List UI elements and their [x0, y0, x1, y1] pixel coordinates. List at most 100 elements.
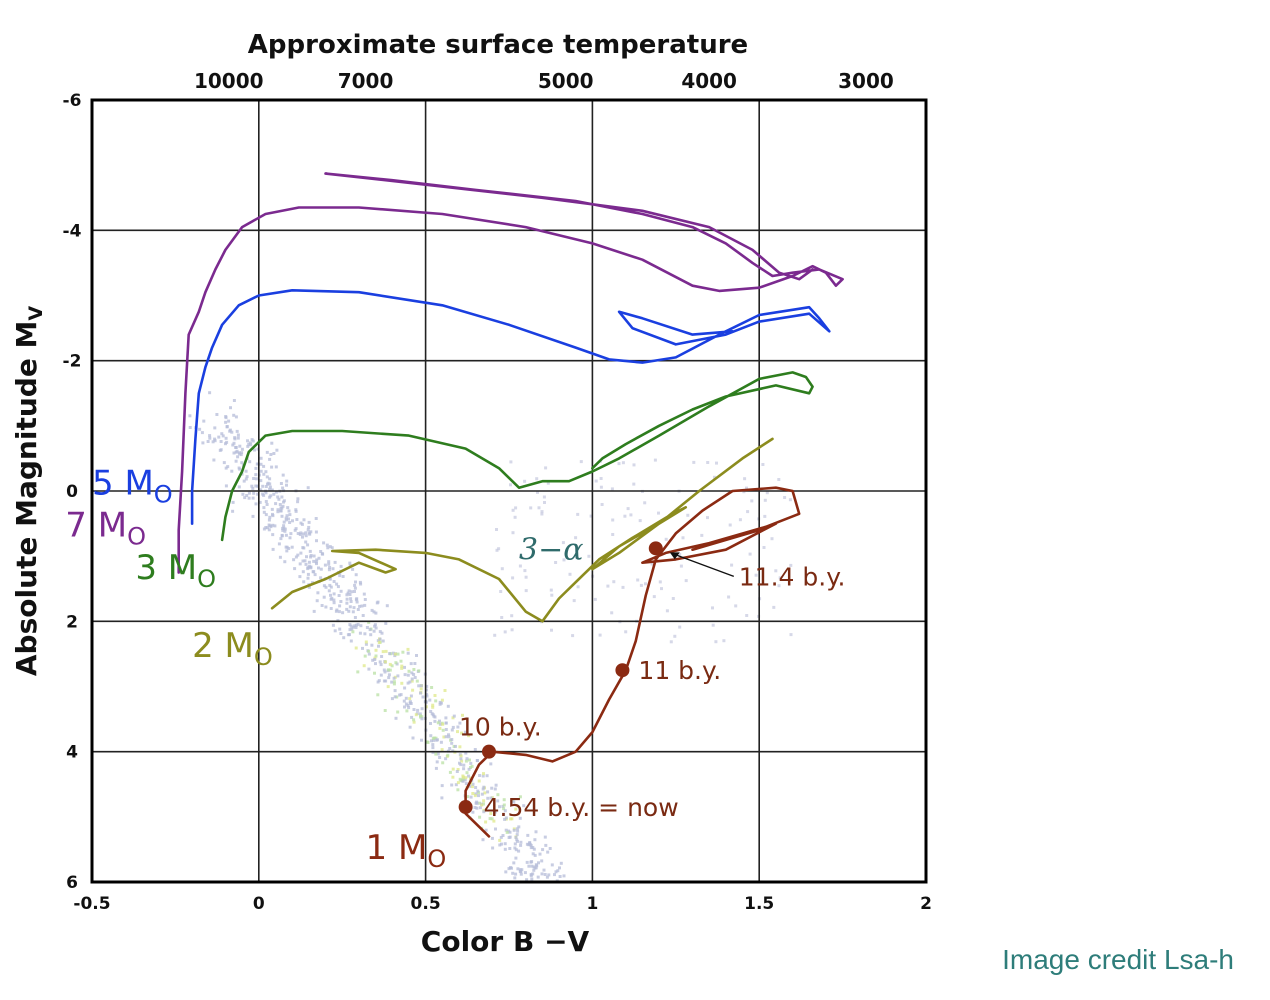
scatter-star — [542, 910, 545, 913]
scatter-star — [446, 753, 450, 757]
scatter-star — [446, 704, 450, 708]
scatter-star — [650, 562, 654, 566]
scatter-star — [450, 728, 454, 732]
mass-label: 7 MO — [65, 506, 146, 551]
scatter-star — [402, 699, 406, 703]
scatter-star — [441, 761, 445, 765]
scatter-star — [665, 609, 669, 613]
scatter-star — [285, 549, 289, 553]
scatter-star — [482, 802, 485, 806]
scatter-star — [513, 876, 517, 880]
scatter-star — [373, 658, 377, 661]
scatter-star — [451, 767, 455, 771]
scatter-star — [514, 807, 518, 811]
scatter-star — [331, 623, 335, 627]
scatter-star — [535, 864, 539, 868]
scatter-star — [523, 569, 527, 573]
scatter-star — [304, 540, 308, 544]
scatter-star — [327, 589, 331, 593]
scatter-star — [246, 444, 250, 448]
scatter-star — [363, 654, 367, 658]
scatter-star — [339, 564, 343, 568]
mass-labels: 7 MO5 MO3 MO2 MO1 MO — [65, 463, 446, 873]
scatter-star — [345, 597, 349, 601]
scatter-star — [470, 764, 474, 768]
scatter-star — [700, 533, 704, 537]
scatter-star — [558, 866, 561, 870]
scatter-star — [363, 603, 367, 607]
scatter-star — [276, 508, 280, 512]
scatter-star — [504, 870, 508, 874]
scatter-star — [245, 494, 249, 497]
scatter-star — [490, 786, 494, 790]
scatter-star — [231, 509, 235, 513]
scatter-star — [304, 562, 308, 566]
mass-label-sub: O — [154, 480, 173, 508]
scatter-star — [279, 482, 283, 485]
scatter-star — [508, 847, 512, 850]
scatter-star — [284, 518, 288, 522]
y-tick-label: 6 — [66, 873, 78, 893]
scatter-star — [545, 875, 549, 879]
scatter-star — [376, 600, 380, 604]
scatter-star — [477, 779, 481, 783]
scatter-star — [256, 484, 260, 488]
scatter-star — [349, 639, 353, 643]
scatter-star — [447, 733, 450, 737]
scatter-star — [337, 594, 341, 597]
scatter-star — [511, 576, 515, 580]
scatter-star — [514, 872, 518, 876]
scatter-star — [488, 817, 492, 821]
scatter-star — [272, 492, 276, 496]
scatter-star — [311, 570, 315, 574]
scatter-star — [485, 774, 489, 778]
scatter-star — [471, 810, 475, 814]
scatter-star — [244, 469, 248, 473]
scatter-star — [503, 809, 507, 813]
scatter-star — [544, 888, 547, 891]
scatter-star — [391, 651, 395, 655]
age-annotations: 10 b.y. 4.54 b.y. = now 11 b.y. 11.4 b.y. 3−… — [459, 532, 845, 822]
scatter-star — [669, 640, 673, 644]
scatter-star — [275, 448, 279, 452]
scatter-star — [324, 605, 328, 609]
scatter-star — [547, 873, 551, 877]
scatter-star — [363, 632, 367, 636]
scatter-star — [502, 798, 506, 802]
plot-frame — [90, 98, 928, 884]
scatter-star — [562, 558, 566, 562]
scatter-star — [478, 801, 482, 805]
mass-label: 1 MO — [366, 828, 447, 873]
scatter-star — [286, 506, 290, 510]
scatter-star — [287, 547, 291, 550]
scatter-star — [332, 598, 336, 602]
scatter-star — [361, 646, 364, 650]
scatter-star — [636, 578, 640, 582]
scatter-star — [285, 479, 289, 483]
scatter-star — [538, 852, 542, 856]
scatter-star — [518, 795, 522, 799]
scatter-star — [259, 488, 263, 492]
scatter-star — [349, 624, 353, 628]
scatter-star — [482, 772, 485, 776]
scatter-star — [550, 863, 554, 867]
scatter-star — [339, 600, 343, 603]
scatter-star — [440, 748, 444, 752]
triple-alpha-label: 3−α — [519, 532, 583, 567]
scatter-star — [304, 531, 308, 535]
scatter-star — [377, 644, 380, 648]
scatter-star — [271, 523, 275, 527]
scatter-star — [229, 406, 232, 410]
scatter-star — [342, 636, 346, 640]
scatter-star — [438, 756, 442, 759]
scatter-star — [237, 485, 241, 489]
scatter-star — [367, 620, 371, 624]
scatter-star — [301, 532, 305, 536]
scatter-star — [425, 684, 429, 688]
scatter-star — [348, 561, 352, 565]
scatter-star — [466, 795, 470, 799]
scatter-star — [481, 774, 485, 778]
scatter-star — [358, 604, 362, 608]
scatter-star — [240, 451, 244, 455]
scatter-star — [480, 803, 484, 807]
